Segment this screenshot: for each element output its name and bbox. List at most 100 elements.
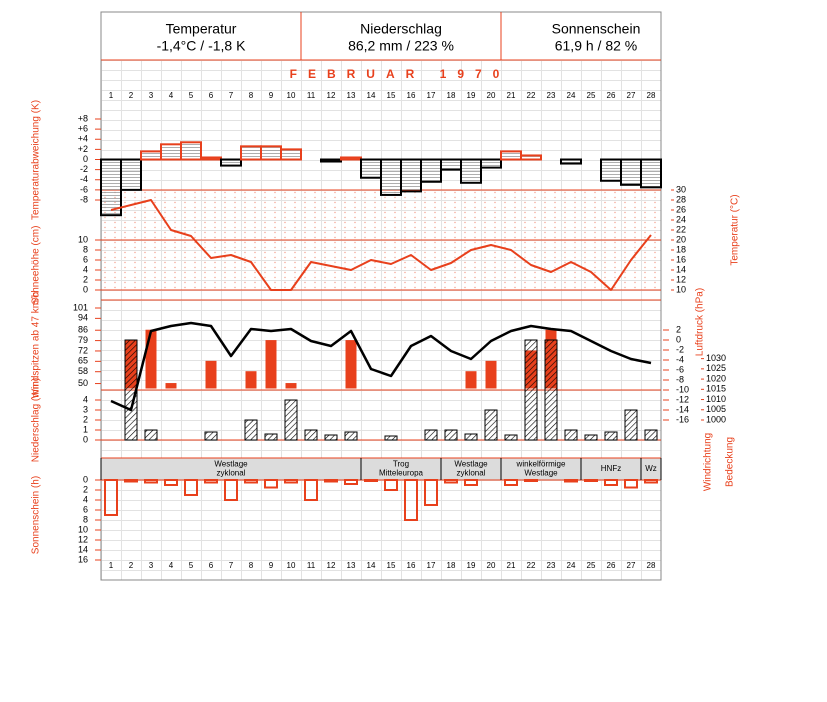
y-tick-label: 79: [78, 335, 88, 345]
bar: [320, 158, 342, 163]
y-tick-label: -14: [676, 404, 689, 414]
bar: [205, 360, 217, 389]
weather-type-label: Westlage: [454, 460, 488, 469]
y-tick-label: -2: [676, 344, 684, 354]
y-tick-label: 8: [83, 244, 88, 254]
y-tick-label: -10: [676, 384, 689, 394]
y-tick-label: 10: [78, 524, 88, 534]
weather-type-label: HNFz: [601, 464, 621, 473]
weather-type-label: Wz: [645, 464, 657, 473]
y2-tick-label: 24: [676, 214, 686, 224]
header-value: 61,9 h / 82 %: [555, 38, 638, 54]
bar: [444, 429, 458, 441]
bar: [640, 158, 662, 189]
bar: [204, 479, 218, 484]
weather-type-label: Westlage: [524, 469, 558, 478]
day-label: 3: [149, 91, 154, 100]
bar: [265, 340, 277, 389]
day-label: 17: [427, 91, 436, 100]
y-tick-label: 0: [83, 474, 88, 484]
y-tick-label: -6: [80, 184, 88, 194]
bar: [220, 158, 242, 167]
bar: [124, 339, 138, 441]
day-label: 8: [249, 561, 254, 570]
y-tick-label: -12: [676, 394, 689, 404]
y-tick-label: +6: [78, 124, 88, 134]
y-tick-label: 0: [83, 434, 88, 444]
bar: [345, 340, 357, 389]
y2-tick-label: 1005: [706, 404, 726, 414]
y-tick-label: -4: [676, 354, 684, 364]
bar: [524, 339, 538, 441]
y-tick-label: 4: [83, 394, 88, 404]
bar: [424, 429, 438, 441]
bar: [564, 479, 578, 483]
y-tick-label: 16: [78, 554, 88, 564]
bar: [504, 479, 518, 486]
day-label: 28: [647, 91, 656, 100]
bar: [245, 371, 257, 389]
day-label: 3: [149, 561, 154, 570]
y-tick-label: 2: [83, 484, 88, 494]
y-tick-label: 10: [78, 234, 88, 244]
month-title: FEBRUAR 1970: [290, 67, 511, 81]
y2-tick-label: 26: [676, 204, 686, 214]
axis-label: Windspitzen ab 47 km/h: [31, 292, 42, 399]
bar: [284, 479, 298, 484]
header-title: Niederschlag: [360, 21, 442, 37]
day-label: 10: [287, 561, 296, 570]
day-label: 25: [587, 91, 596, 100]
day-label: 11: [307, 91, 316, 100]
bar: [480, 158, 502, 169]
day-label: 7: [229, 91, 234, 100]
y-tick-label: 2: [676, 324, 681, 334]
day-label: 28: [647, 561, 656, 570]
y2-tick-label: 12: [676, 274, 686, 284]
y-tick-label: -2: [80, 164, 88, 174]
day-label: 5: [189, 91, 194, 100]
bar: [560, 158, 582, 165]
day-label: 4: [169, 91, 174, 100]
bar: [200, 156, 222, 161]
y2-tick-label: 18: [676, 244, 686, 254]
bar: [524, 479, 538, 482]
y2-tick-label: 10: [676, 284, 686, 294]
bar: [624, 479, 638, 489]
header-title: Temperatur: [166, 21, 237, 37]
background-grid: [101, 60, 661, 580]
bar: [465, 371, 477, 389]
weather-type-label: Mitteleuropa: [379, 469, 424, 478]
day-label: 12: [327, 91, 336, 100]
bar: [240, 145, 262, 161]
day-label: 26: [607, 561, 616, 570]
y-tick-label: 14: [78, 544, 88, 554]
day-label: 18: [447, 561, 456, 570]
y-tick-label: 50: [78, 378, 88, 388]
axis-label: Temperaturabweichung (K): [31, 100, 42, 220]
bar: [604, 479, 618, 486]
y-tick-label: -4: [80, 174, 88, 184]
y-tick-label: 86: [78, 325, 88, 335]
y-tick-label: 4: [83, 494, 88, 504]
y-tick-label: 0: [83, 154, 88, 164]
day-label: 9: [269, 561, 274, 570]
y-tick-label: +8: [78, 113, 88, 123]
day-label: 9: [269, 91, 274, 100]
axis-label: Niederschlag (mm): [31, 378, 42, 462]
bar: [104, 479, 118, 516]
day-label: 24: [567, 91, 576, 100]
y-tick-label: -16: [676, 414, 689, 424]
bar: [484, 409, 498, 441]
y-tick-label: 3: [83, 404, 88, 414]
header-value: -1,4°C / -1,8 K: [157, 38, 247, 54]
bar: [384, 435, 398, 441]
snow-dots: [101, 190, 661, 290]
bar: [460, 158, 482, 184]
y2-tick-label: 1030: [706, 353, 726, 363]
y2-tick-label: 1010: [706, 394, 726, 404]
bar: [264, 479, 278, 489]
bar: [380, 158, 402, 196]
bar: [284, 399, 298, 441]
bar: [244, 419, 258, 441]
